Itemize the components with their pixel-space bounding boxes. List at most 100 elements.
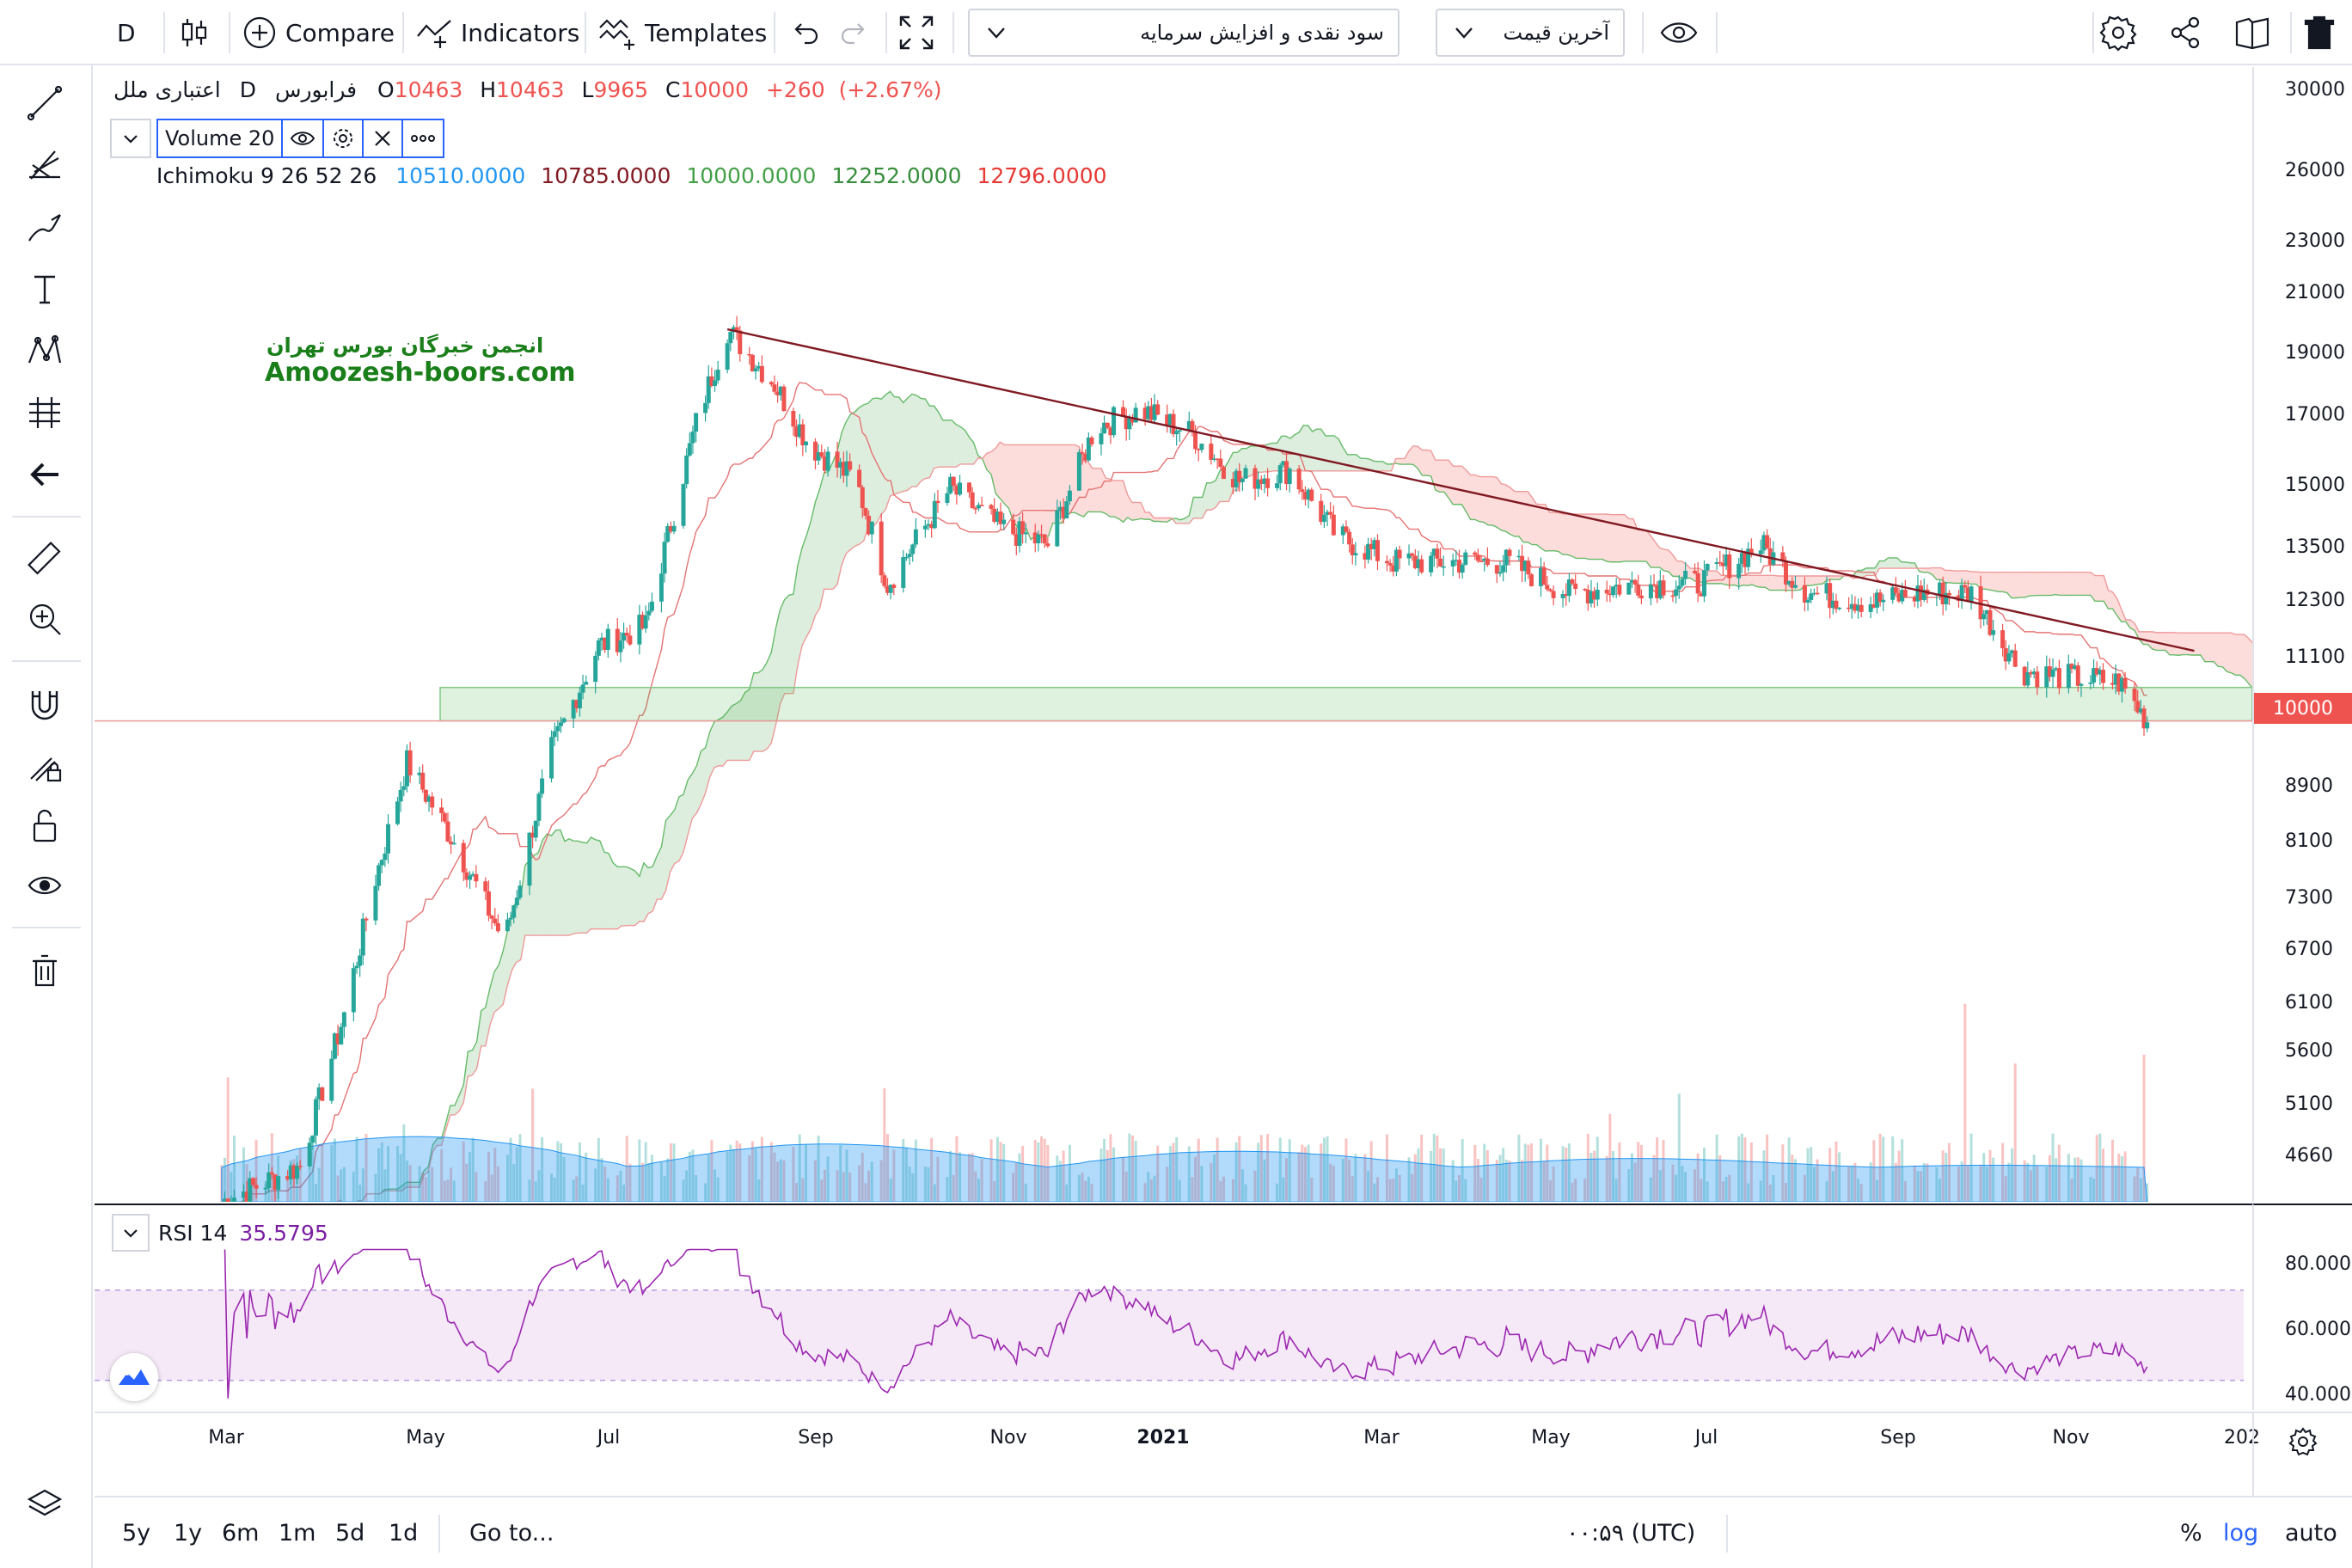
ichimoku-cloud-segment xyxy=(1193,497,1198,518)
volume-bar xyxy=(1369,1141,1373,1202)
range-1d[interactable]: 1d xyxy=(389,1520,419,1547)
candle-body xyxy=(734,327,739,331)
tradingview-logo-icon[interactable] xyxy=(110,1353,158,1401)
pattern-tool-icon[interactable] xyxy=(12,325,77,377)
hide-indicator-eye-icon[interactable] xyxy=(281,119,325,158)
collapse-legend-button[interactable] xyxy=(110,119,151,158)
redo-icon[interactable] xyxy=(837,0,872,65)
volume-bar xyxy=(1608,1113,1612,1202)
eye-icon[interactable] xyxy=(12,860,77,911)
brush-icon[interactable] xyxy=(12,201,77,253)
candle-body xyxy=(1853,603,1858,611)
candle-body xyxy=(1277,465,1283,484)
snapshot-book-icon[interactable] xyxy=(2233,0,2271,65)
ichimoku-cloud-segment xyxy=(1752,575,1757,587)
zoom-in-icon[interactable] xyxy=(12,593,77,645)
remove-indicator-close-icon[interactable] xyxy=(362,119,404,158)
ichimoku-cloud-segment xyxy=(2055,572,2061,596)
goto-button[interactable]: Go to... xyxy=(469,1520,554,1547)
range-1y[interactable]: 1y xyxy=(174,1520,203,1547)
volume-bar xyxy=(1988,1149,1992,1202)
volume-bar xyxy=(650,1155,653,1202)
ichimoku-cloud-segment xyxy=(2235,634,2240,676)
candle-body xyxy=(1520,555,1525,572)
volume-bar xyxy=(1081,1172,1084,1202)
ichimoku-cloud-segment xyxy=(678,794,683,861)
candle-body xyxy=(1699,593,1704,597)
range-1m[interactable]: 1m xyxy=(279,1520,316,1547)
visibility-eye-icon[interactable] xyxy=(1659,0,1699,65)
chart-type-icon[interactable] xyxy=(177,0,211,65)
ruler-icon[interactable] xyxy=(12,533,77,585)
interval-button[interactable]: D xyxy=(117,0,136,65)
volume-bar xyxy=(493,1148,497,1202)
volume-bar xyxy=(484,1181,487,1202)
compare-button[interactable]: Compare xyxy=(242,0,395,65)
back-arrow-icon[interactable] xyxy=(12,449,77,500)
utc-clock[interactable]: ۰۰:۵۹ (UTC) xyxy=(1566,1520,1696,1547)
candle-body xyxy=(1802,585,1807,603)
candle-body xyxy=(1020,521,1026,535)
fullscreen-icon[interactable] xyxy=(897,0,935,65)
candle-body xyxy=(420,772,426,790)
volume-bar xyxy=(798,1134,801,1202)
indicator-settings-gear-icon[interactable] xyxy=(322,119,364,158)
volume-bar xyxy=(870,1161,873,1202)
fib-tool-icon[interactable] xyxy=(12,139,77,191)
symbol-dropdown[interactable]: سود نقدی و افزایش سرمایه xyxy=(968,9,1400,57)
main-chart-pane[interactable]: اعتباری ملل D فرابورس O10463 H10463 L996… xyxy=(95,67,2252,1202)
price-type-dropdown[interactable]: آخرین قیمت xyxy=(1436,9,1625,57)
trash-chart-icon[interactable] xyxy=(2304,0,2335,65)
candle-body xyxy=(1589,591,1594,603)
collapse-rsi-button[interactable] xyxy=(112,1214,150,1252)
rsi-chart[interactable] xyxy=(95,1205,2252,1410)
log-toggle[interactable]: log xyxy=(2223,1520,2259,1547)
time-axis[interactable]: Mar May Jul Sep Nov 2021 Mar May Jul Sep Nov 202 xyxy=(95,1412,2260,1463)
ichimoku-cloud-segment xyxy=(1364,458,1369,471)
volume-bar xyxy=(1495,1160,1498,1202)
volume-bar xyxy=(427,1170,431,1202)
range-5d[interactable]: 5d xyxy=(335,1520,365,1547)
share-icon[interactable] xyxy=(2168,0,2202,65)
range-6m[interactable]: 6m xyxy=(222,1520,260,1547)
volume-bar xyxy=(405,1160,408,1202)
candle-body xyxy=(1573,583,1578,590)
text-tool-icon[interactable] xyxy=(12,263,77,315)
rsi-pane[interactable]: RSI 14 35.5795 xyxy=(95,1204,2252,1410)
layers-icon[interactable] xyxy=(12,1479,77,1530)
volume-bar xyxy=(1504,1159,1508,1202)
ichimoku-cloud-segment xyxy=(2099,575,2104,602)
undo-icon[interactable] xyxy=(787,0,822,65)
prediction-tool-icon[interactable] xyxy=(12,387,77,438)
ichimoku-cloud-segment xyxy=(1453,466,1458,505)
price-chart[interactable] xyxy=(95,67,2252,1202)
more-options-icon[interactable] xyxy=(401,119,445,158)
unlock-icon[interactable] xyxy=(12,799,77,851)
ichimoku-cloud-segment xyxy=(921,398,926,481)
candle-body xyxy=(536,793,542,821)
price-axis[interactable]: 30000 26000 23000 21000 19000 17000 15000 13500… xyxy=(2252,67,2352,1202)
volume-bar xyxy=(512,1164,516,1202)
ichimoku-cloud-segment xyxy=(1479,476,1484,523)
magnet-icon[interactable] xyxy=(12,679,77,731)
axis-settings-gear-icon[interactable] xyxy=(2252,1412,2352,1496)
range-5y[interactable]: 5y xyxy=(122,1520,151,1547)
ichimoku-cloud-segment xyxy=(1738,575,1743,587)
indicators-button[interactable]: Indicators xyxy=(416,0,579,65)
auto-toggle[interactable]: auto xyxy=(2285,1520,2337,1547)
templates-button[interactable]: Templates xyxy=(598,0,767,65)
lock-drawing-icon[interactable] xyxy=(12,739,77,791)
trend-line-icon[interactable] xyxy=(12,77,77,129)
candle-body xyxy=(351,968,356,1013)
settings-gear-icon[interactable] xyxy=(2099,0,2137,65)
volume-bar xyxy=(1658,1170,1662,1202)
percent-toggle[interactable]: % xyxy=(2180,1520,2202,1547)
trash-icon[interactable] xyxy=(12,946,77,997)
candle-body xyxy=(1522,560,1528,572)
volume-bar xyxy=(1046,1144,1050,1202)
volume-bar xyxy=(465,1163,469,1202)
volume-bar xyxy=(1168,1146,1172,1202)
volume-indicator-label[interactable]: Volume 20 xyxy=(156,119,284,158)
volume-bar xyxy=(2089,1177,2092,1202)
rsi-axis[interactable]: 80.0000 60.0000 40.0000 xyxy=(2252,1204,2352,1410)
